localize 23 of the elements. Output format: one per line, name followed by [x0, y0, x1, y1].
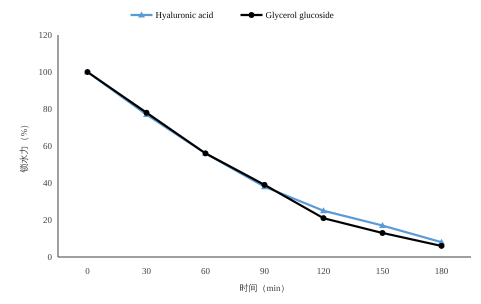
- x-tick-label: 30: [142, 266, 152, 276]
- y-axis-title: 锁水力（%）: [19, 120, 29, 174]
- legend-label: Hyaluronic acid: [156, 10, 214, 20]
- y-tick-label: 60: [43, 141, 52, 151]
- point: [380, 230, 386, 236]
- y-tick-label: 120: [38, 30, 52, 40]
- x-tick-label: 0: [85, 266, 90, 276]
- y-tick-label: 0: [48, 252, 52, 262]
- x-tick-label: 180: [434, 266, 449, 276]
- x-axis-title: 时间（min）: [239, 283, 290, 293]
- y-tick-label: 40: [43, 178, 52, 188]
- x-tick-label: 90: [260, 266, 270, 276]
- point: [320, 207, 327, 214]
- y-tick-label: 20: [43, 215, 52, 225]
- y-tick-label: 80: [43, 104, 52, 114]
- x-tick-label: 60: [201, 266, 210, 276]
- y-tick-label: 100: [38, 67, 52, 77]
- x-tick-label: 150: [376, 266, 390, 276]
- point: [438, 242, 444, 249]
- x-tick-label: 120: [316, 266, 331, 276]
- point: [379, 222, 386, 228]
- legend-label: Glycerol glucoside: [266, 10, 334, 20]
- point: [320, 215, 326, 222]
